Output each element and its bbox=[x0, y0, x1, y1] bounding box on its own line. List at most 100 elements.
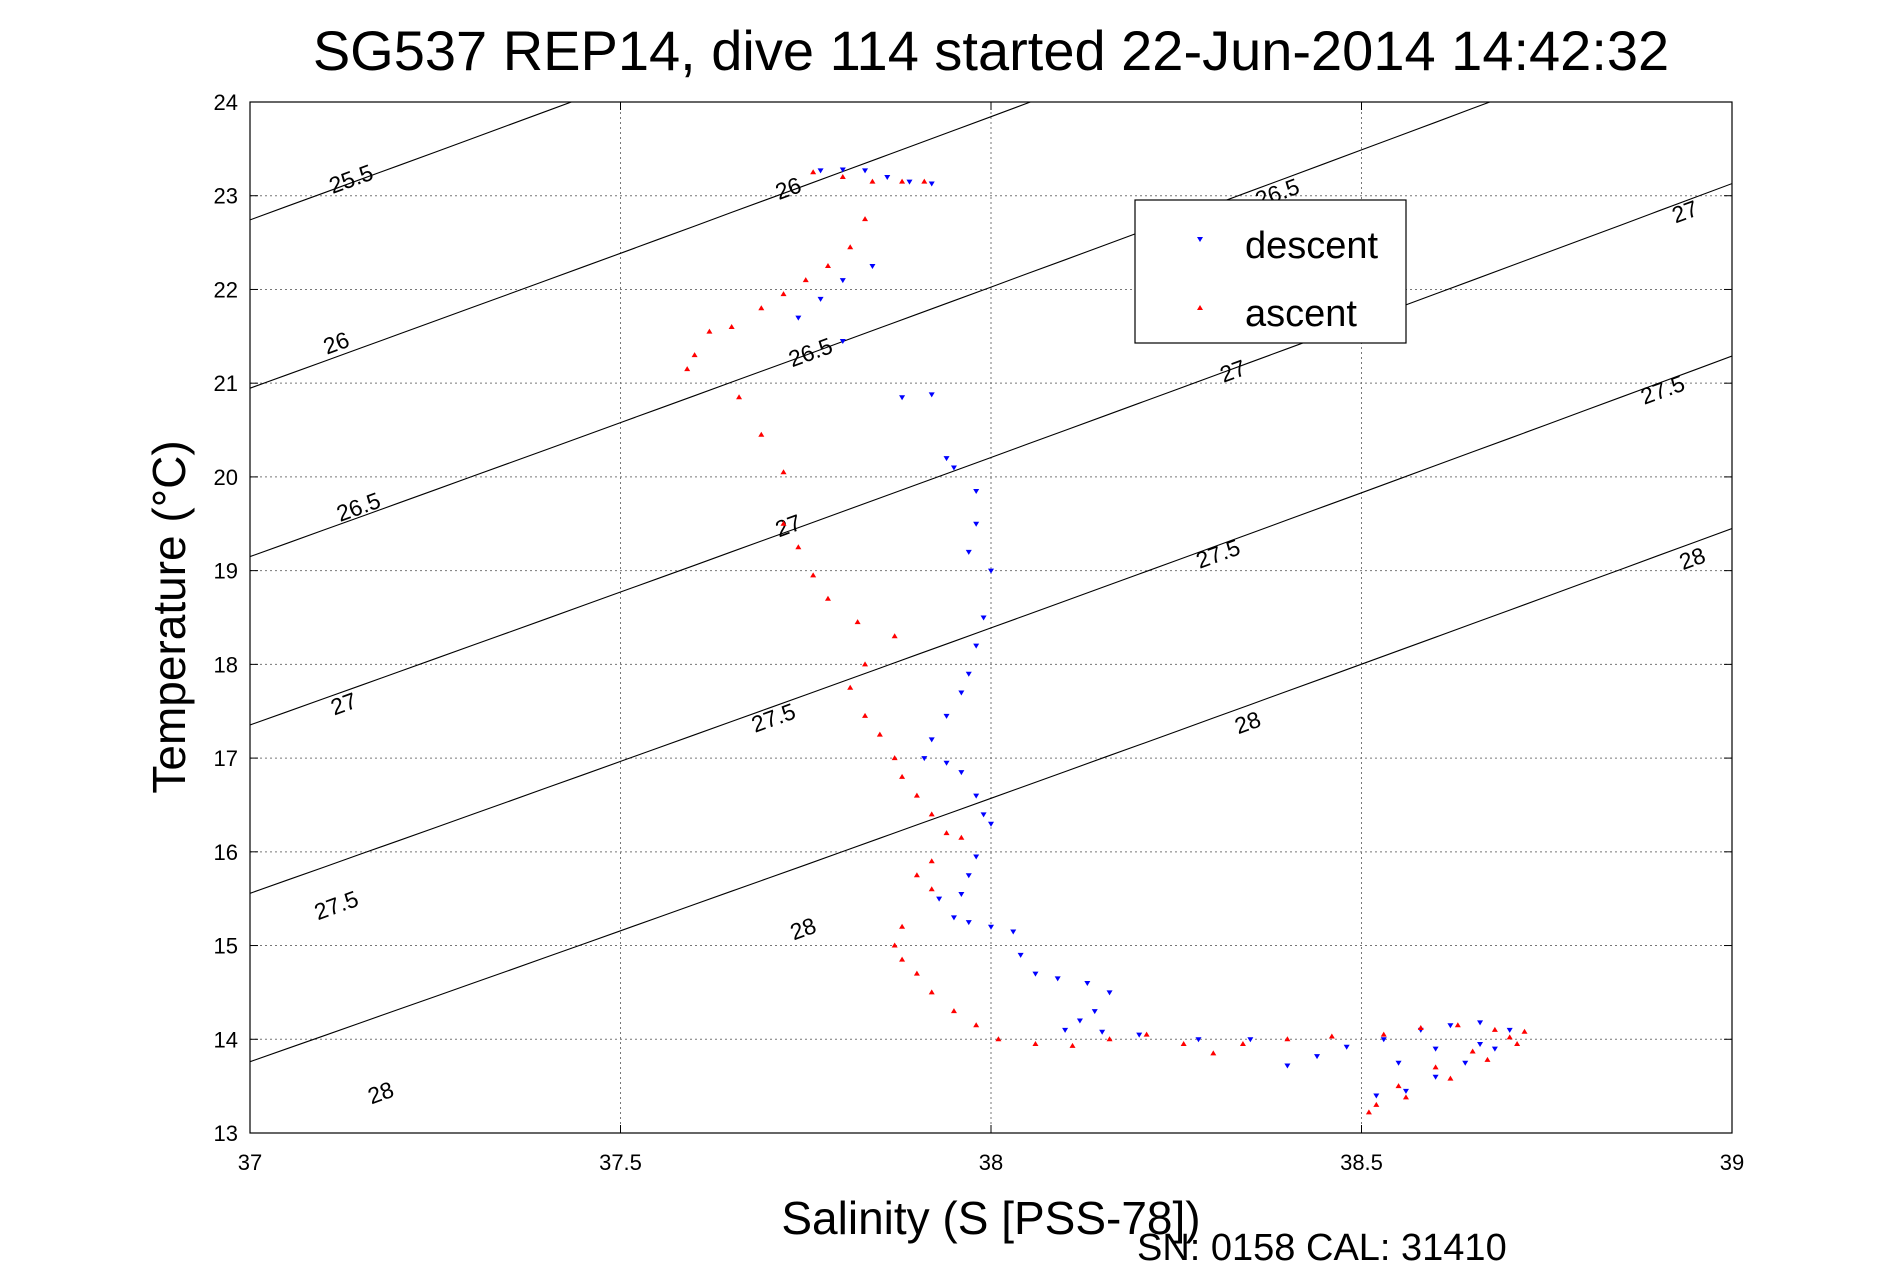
density-contour-line bbox=[250, 355, 1732, 894]
legend-box bbox=[1134, 199, 1407, 344]
y-tick-label: 17 bbox=[214, 746, 238, 771]
ascent-series bbox=[684, 169, 1528, 1115]
descent-point bbox=[973, 488, 980, 494]
ascent-point bbox=[1328, 1033, 1335, 1039]
x-tick-label: 37.5 bbox=[599, 1150, 642, 1175]
descent-point bbox=[928, 737, 935, 743]
ascent-point bbox=[1417, 1025, 1424, 1031]
ascent-point bbox=[899, 178, 906, 184]
legend-ascent-marker bbox=[1197, 305, 1203, 310]
ascent-point bbox=[1143, 1031, 1150, 1037]
descent-point bbox=[958, 770, 965, 776]
ascent-point bbox=[921, 178, 928, 184]
ascent-point bbox=[950, 1008, 957, 1014]
ascent-point bbox=[913, 970, 920, 976]
ascent-point bbox=[1506, 1034, 1513, 1040]
descent-point bbox=[1010, 929, 1017, 935]
x-axis-label: Salinity (S [PSS-78]) bbox=[781, 1192, 1200, 1244]
ascent-point bbox=[1454, 1022, 1461, 1028]
ascent-point bbox=[839, 173, 846, 179]
density-contour-line bbox=[250, 183, 1732, 726]
y-tick-label: 22 bbox=[214, 277, 238, 302]
descent-point bbox=[973, 643, 980, 649]
density-contour-line bbox=[250, 102, 573, 221]
ascent-point bbox=[847, 244, 854, 250]
density-contour-line bbox=[250, 102, 1032, 389]
descent-point bbox=[1395, 1060, 1402, 1066]
ascent-point bbox=[706, 328, 713, 334]
ascent-point bbox=[795, 544, 802, 550]
ascent-point bbox=[1210, 1050, 1217, 1056]
descent-point bbox=[1054, 976, 1061, 982]
descent-point bbox=[950, 915, 957, 921]
density-contour-line bbox=[250, 527, 1732, 1063]
ascent-point bbox=[862, 712, 869, 718]
descent-point bbox=[906, 179, 913, 185]
chart-title: SG537 REP14, dive 114 started 22-Jun-201… bbox=[313, 19, 1669, 82]
y-tick-label: 21 bbox=[214, 371, 238, 396]
descent-point bbox=[884, 174, 891, 180]
ascent-point bbox=[1447, 1075, 1454, 1081]
ascent-point bbox=[1380, 1031, 1387, 1037]
descent-point bbox=[1106, 990, 1113, 996]
descent-point bbox=[943, 760, 950, 766]
serial-calibration-text: SN: 0158 CAL: 31410 bbox=[1137, 1227, 1507, 1262]
ascent-point bbox=[1491, 1026, 1498, 1032]
ascent-point bbox=[913, 792, 920, 798]
descent-point bbox=[1084, 981, 1091, 987]
ascent-point bbox=[1106, 1036, 1113, 1042]
ascent-point bbox=[824, 263, 831, 269]
descent-point bbox=[839, 278, 846, 284]
descent-point bbox=[1477, 1041, 1484, 1047]
descent-point bbox=[1195, 1037, 1202, 1043]
ascent-point bbox=[899, 956, 906, 962]
y-axis-label: Temperature (°C) bbox=[143, 440, 195, 793]
descent-point bbox=[1402, 1088, 1409, 1094]
descent-point bbox=[1314, 1054, 1321, 1060]
legend-ascent-label: ascent bbox=[1245, 293, 1357, 335]
descent-series bbox=[795, 167, 1513, 1099]
ascent-point bbox=[1469, 1048, 1476, 1054]
ascent-point bbox=[1069, 1042, 1076, 1048]
descent-point bbox=[1477, 1020, 1484, 1026]
descent-point bbox=[862, 168, 869, 174]
descent-point bbox=[1091, 1009, 1098, 1015]
descent-point bbox=[973, 854, 980, 860]
ascent-point bbox=[780, 291, 787, 297]
ascent-point bbox=[1365, 1109, 1372, 1115]
x-tick-label: 38 bbox=[979, 1150, 1003, 1175]
descent-point bbox=[1284, 1063, 1291, 1069]
descent-point bbox=[1343, 1044, 1350, 1050]
y-tick-label: 15 bbox=[214, 934, 238, 959]
y-axis-ticks: 13 14 15 16 17 18 19 20 21 22 23 24 bbox=[214, 90, 1732, 1146]
descent-point bbox=[839, 167, 846, 173]
ascent-point bbox=[1239, 1040, 1246, 1046]
descent-point bbox=[1373, 1093, 1380, 1099]
descent-point bbox=[965, 920, 972, 926]
descent-point bbox=[1491, 1046, 1498, 1052]
ascent-point bbox=[913, 872, 920, 878]
descent-point bbox=[965, 873, 972, 879]
y-tick-label: 20 bbox=[214, 465, 238, 490]
ascent-point bbox=[862, 216, 869, 222]
descent-point bbox=[950, 465, 957, 471]
ascent-point bbox=[862, 661, 869, 667]
ascent-point bbox=[802, 277, 809, 283]
descent-point bbox=[988, 568, 994, 574]
ascent-point bbox=[876, 731, 883, 737]
ascent-point bbox=[899, 773, 906, 779]
descent-point bbox=[973, 793, 980, 799]
ascent-point bbox=[928, 989, 935, 995]
descent-point bbox=[1017, 952, 1024, 958]
descent-point bbox=[817, 296, 824, 302]
descent-point bbox=[958, 690, 965, 696]
ascent-point bbox=[758, 431, 765, 437]
descent-point bbox=[1447, 1023, 1454, 1029]
ascent-point bbox=[928, 811, 935, 817]
y-tick-label: 19 bbox=[214, 559, 238, 584]
ascent-point bbox=[736, 394, 743, 400]
descent-point bbox=[1506, 1027, 1513, 1033]
x-axis-ticks: 37 37.5 38 38.5 39 bbox=[238, 102, 1744, 1175]
ascent-point bbox=[1395, 1083, 1402, 1089]
